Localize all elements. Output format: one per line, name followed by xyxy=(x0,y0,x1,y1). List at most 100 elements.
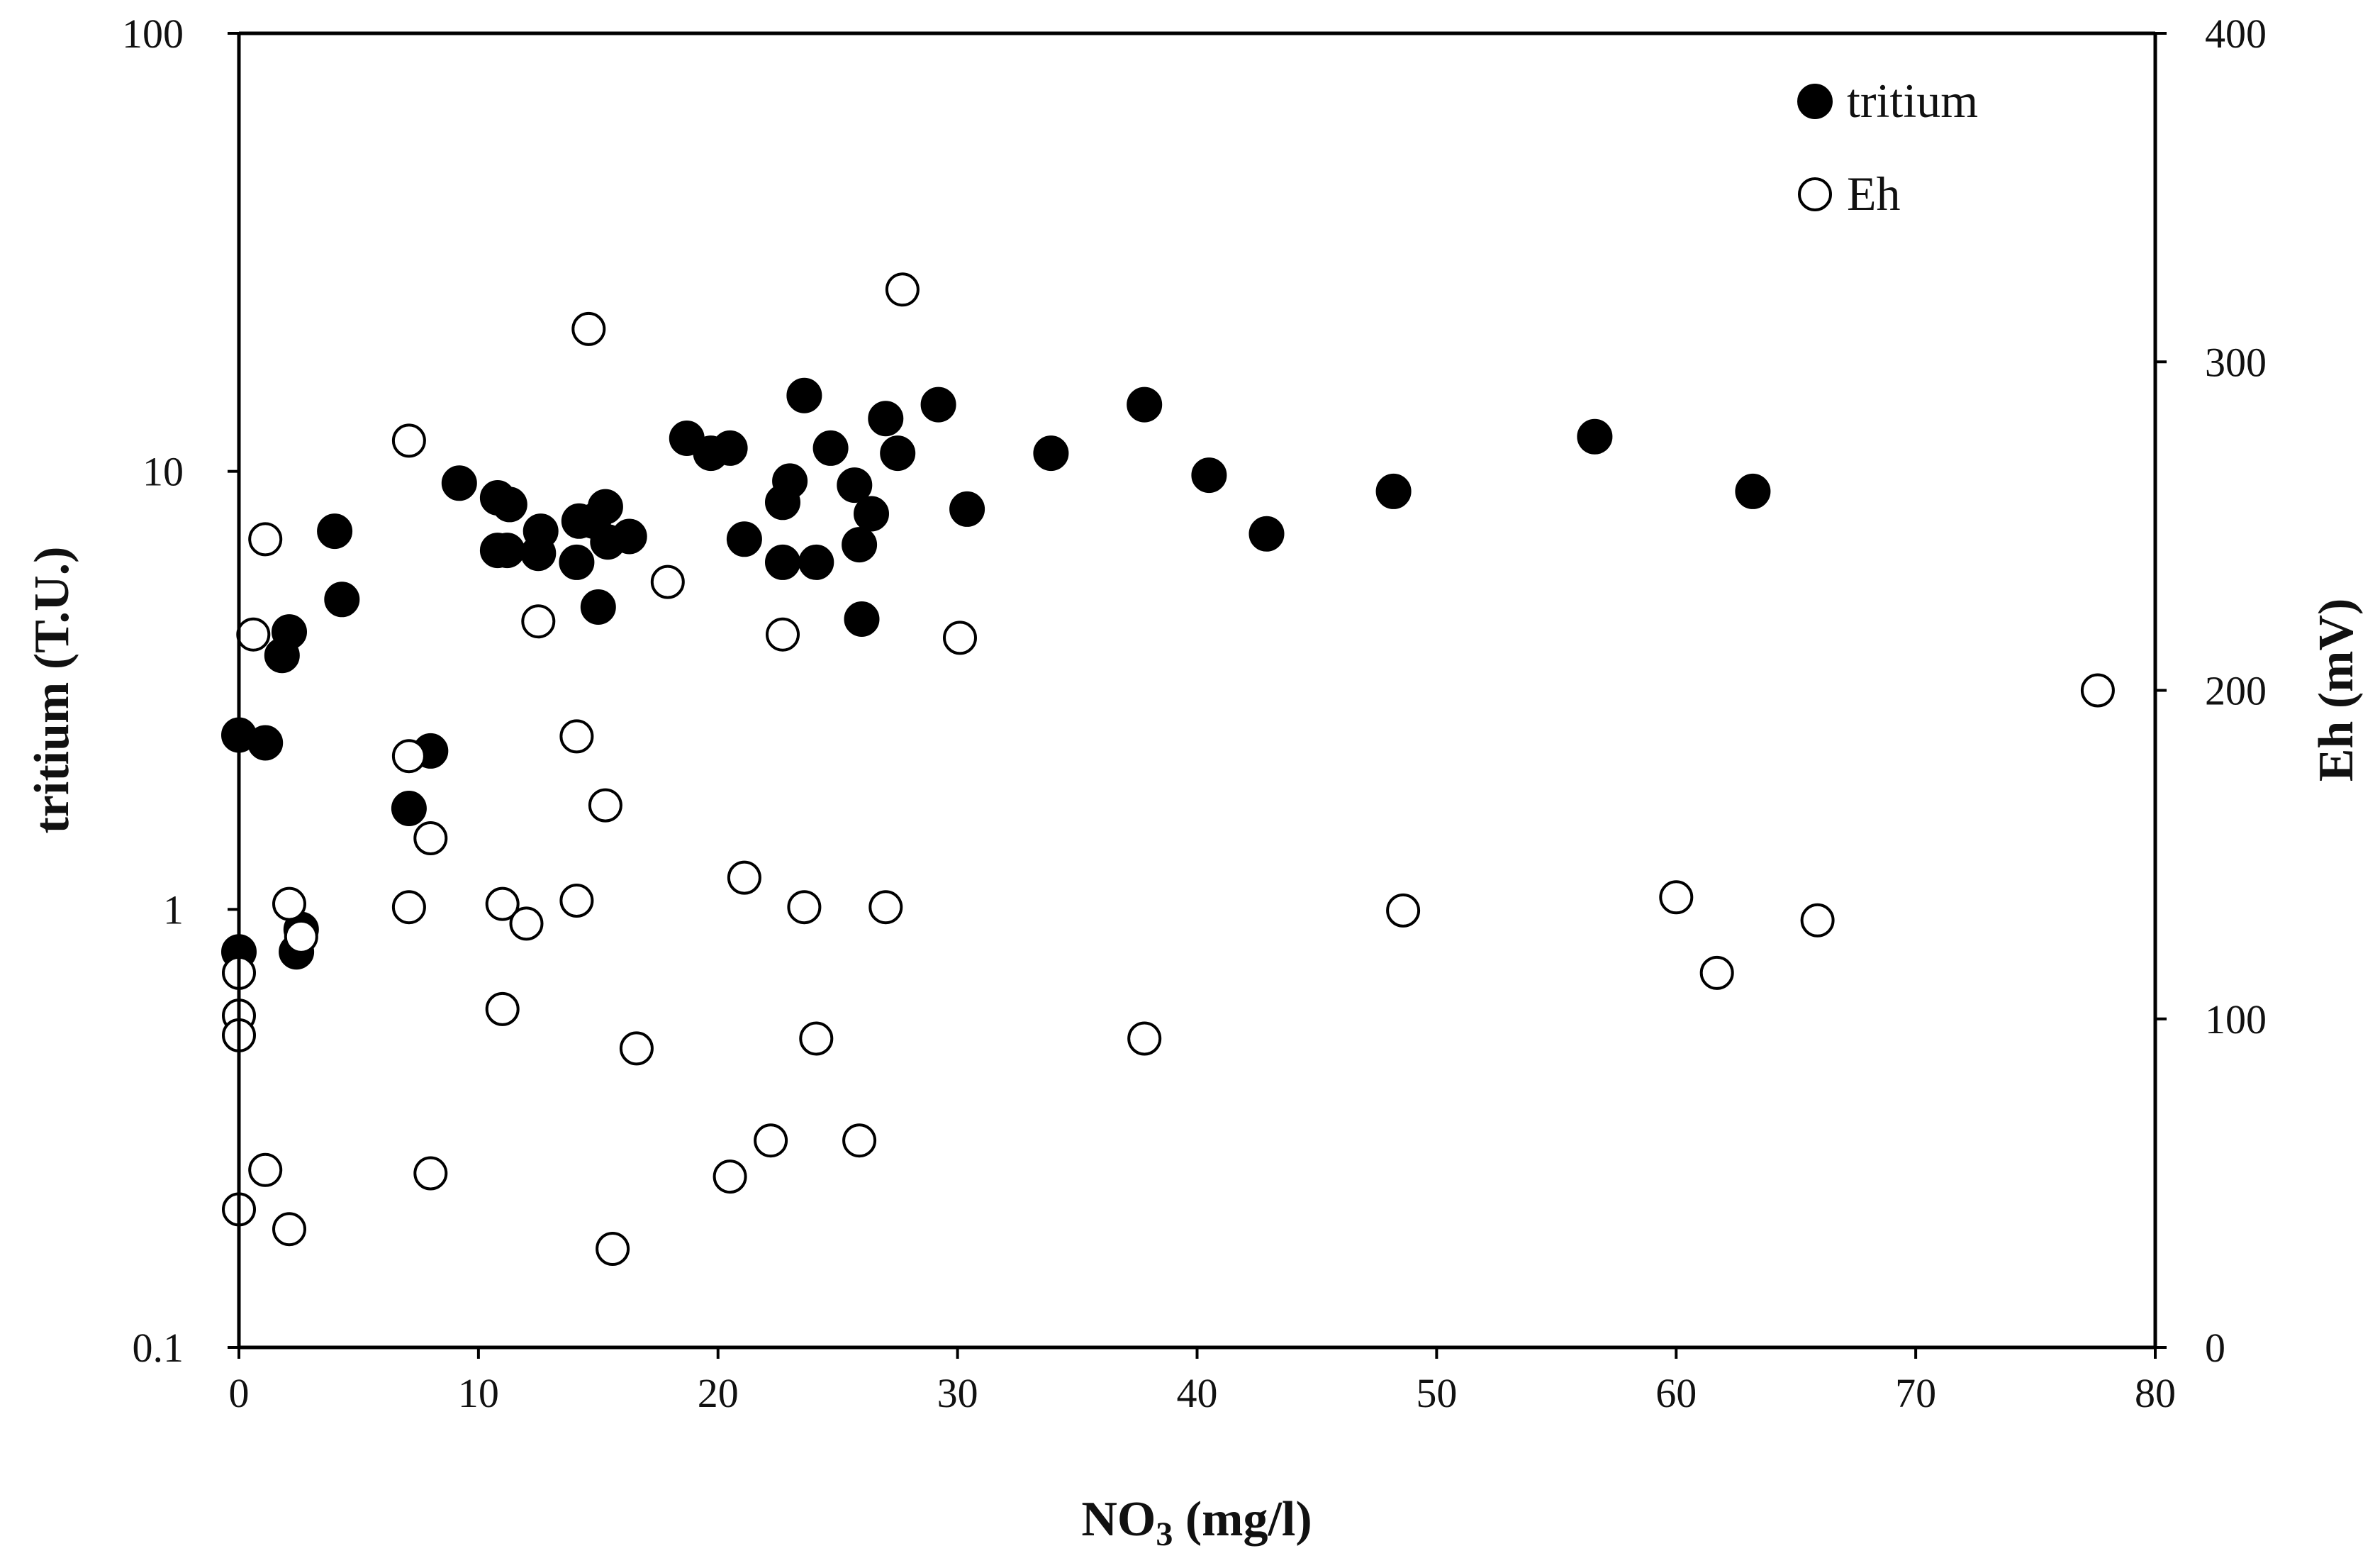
x-tick-label: 30 xyxy=(937,1370,978,1416)
tritium-point xyxy=(1577,418,1613,455)
eh-point xyxy=(391,423,426,458)
x-tick-label: 20 xyxy=(698,1370,739,1416)
eh-point xyxy=(2080,673,2115,708)
tritium-point xyxy=(441,465,477,501)
eh-point xyxy=(727,860,761,895)
eh-point xyxy=(650,564,685,599)
eh-point xyxy=(521,604,556,639)
eh-point xyxy=(1386,893,1421,928)
y2-axis-title: Eh (mV) xyxy=(2309,599,2364,782)
tritium-point xyxy=(772,463,808,499)
eh-point xyxy=(868,890,903,925)
eh-point xyxy=(248,522,283,557)
y2-tick-label: 400 xyxy=(2205,11,2267,57)
tritium-point xyxy=(1127,386,1163,423)
tritium-point xyxy=(844,601,880,637)
eh-point xyxy=(272,886,306,921)
eh-point xyxy=(1699,955,1734,990)
y2-tick-label: 200 xyxy=(2205,668,2267,714)
tritium-point xyxy=(1735,473,1771,509)
eh-point xyxy=(485,991,520,1026)
y-tick-label: 0.1 xyxy=(133,1325,184,1371)
y2-tick-label: 300 xyxy=(2205,339,2267,385)
tritium-point xyxy=(587,489,623,525)
axes-layer xyxy=(237,31,2157,1350)
tritium-point xyxy=(880,435,916,472)
eh-point xyxy=(413,1156,448,1191)
tritium-point xyxy=(1375,473,1412,509)
tritium-point xyxy=(491,486,527,523)
x-axis-title: NO3 (mg/l) xyxy=(1081,1492,1312,1553)
eh-point xyxy=(272,1212,306,1247)
x-tick-label: 70 xyxy=(1895,1370,1936,1416)
tritium-point xyxy=(324,582,360,618)
eh-point xyxy=(713,1159,747,1194)
eh-point xyxy=(559,884,594,918)
x-tick-label: 80 xyxy=(2135,1370,2176,1416)
y-tick-label: 10 xyxy=(143,449,184,495)
eh-point xyxy=(799,1021,834,1056)
eh-point xyxy=(1800,903,1835,938)
eh-point xyxy=(1659,880,1694,915)
eh-point xyxy=(588,788,622,823)
tritium-point xyxy=(812,430,849,466)
eh-point xyxy=(236,617,271,652)
legend-eh-label: Eh xyxy=(1847,167,1901,221)
tritium-point xyxy=(868,401,904,437)
eh-point xyxy=(571,311,606,346)
y-tick-label: 100 xyxy=(122,11,184,57)
y-axis-title: tritium (T.U.) xyxy=(25,547,79,834)
tritium-point xyxy=(786,377,822,413)
tritium-point xyxy=(247,725,284,761)
tritium-point xyxy=(1033,435,1069,472)
tritium-point xyxy=(1248,516,1285,552)
tritium-point xyxy=(489,533,525,569)
eh-point xyxy=(596,1232,630,1266)
eh-point xyxy=(509,906,544,941)
x-tick-label: 50 xyxy=(1416,1370,1457,1416)
eh-point xyxy=(885,272,920,307)
tritium-point xyxy=(611,518,647,555)
y2-tick-label: 100 xyxy=(2205,996,2267,1042)
legend: tritium Eh xyxy=(1797,74,1978,221)
legend-tritium-label: tritium xyxy=(1847,74,1978,128)
tritium-point xyxy=(854,496,889,532)
tritium-point xyxy=(949,491,985,527)
tritium-point xyxy=(272,614,307,650)
tritium-point xyxy=(837,467,873,504)
eh-point xyxy=(391,739,426,774)
tritium-point xyxy=(798,544,834,580)
x-tick-label: 10 xyxy=(458,1370,499,1416)
eh-point xyxy=(391,890,426,925)
x-tick-label: 0 xyxy=(229,1370,250,1416)
eh-point xyxy=(943,621,977,655)
x-tick-label: 60 xyxy=(1655,1370,1697,1416)
eh-point xyxy=(485,886,520,921)
eh-point xyxy=(754,1123,788,1158)
legend-tritium-marker xyxy=(1797,84,1833,119)
ticks-layer: 0 10 20 30 40 50 60 70 80 0.1 1 10 100 0 100 200 300 400 xyxy=(122,11,2267,1416)
tritium-point xyxy=(1191,457,1227,494)
tritium-point xyxy=(317,513,353,550)
eh-point xyxy=(413,821,448,855)
eh-point xyxy=(842,1123,877,1158)
points-layer xyxy=(221,272,2115,1266)
tritium-point xyxy=(726,521,762,557)
x-tick-label: 40 xyxy=(1177,1370,1218,1416)
y-tick-label: 1 xyxy=(163,886,184,933)
eh-point xyxy=(284,919,318,954)
tritium-point xyxy=(920,386,956,423)
eh-point xyxy=(787,890,822,925)
eh-point xyxy=(766,617,800,652)
tritium-point xyxy=(765,544,800,580)
tritium-point xyxy=(712,430,748,466)
tritium-point xyxy=(559,544,595,580)
eh-point xyxy=(619,1031,654,1066)
tritium-point xyxy=(842,527,878,563)
eh-point xyxy=(248,1152,283,1187)
eh-point xyxy=(559,719,594,754)
tritium-point xyxy=(580,589,616,625)
tritium-point xyxy=(391,791,427,826)
y2-tick-label: 0 xyxy=(2205,1325,2225,1371)
